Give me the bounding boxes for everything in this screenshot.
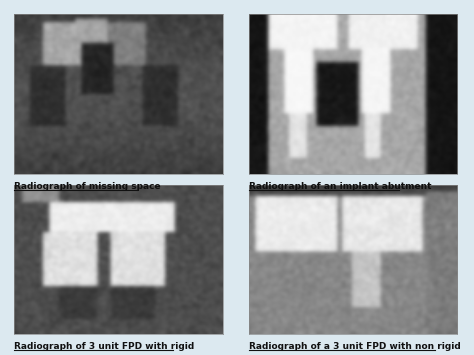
Text: Radiograph of 3 unit FPD with rigid: Radiograph of 3 unit FPD with rigid <box>14 342 194 350</box>
Text: Radiograph of an implant abutment: Radiograph of an implant abutment <box>249 182 431 191</box>
Text: Radiograph of a 3 unit FPD with non rigid: Radiograph of a 3 unit FPD with non rigi… <box>249 342 461 350</box>
Text: Radiograph of missing space: Radiograph of missing space <box>14 182 161 191</box>
